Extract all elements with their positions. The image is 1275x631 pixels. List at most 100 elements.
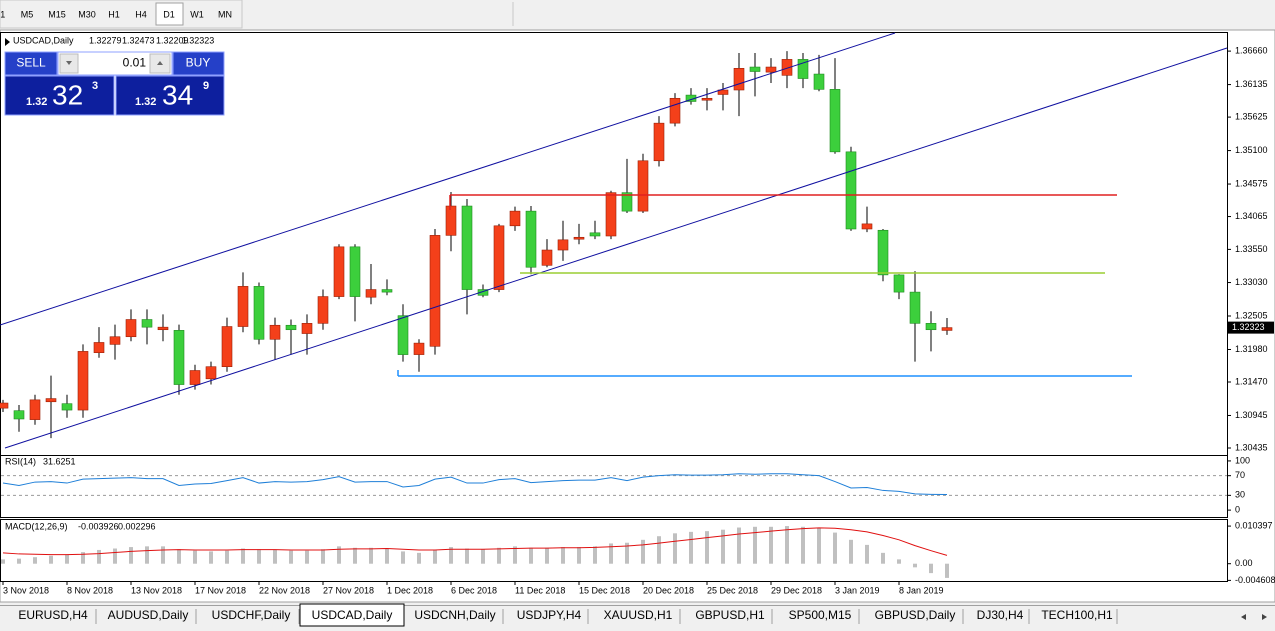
y-tick-label: 1.36135 — [1235, 79, 1268, 89]
y-tick-label: 1.36660 — [1235, 45, 1268, 55]
one-click-trading: SELL 0.01 BUY 1.32 32 3 1.32 34 9 — [4, 51, 225, 116]
macd-bar — [945, 563, 949, 578]
candle-body — [797, 59, 809, 79]
candle-body — [205, 366, 217, 380]
timeframe-button[interactable]: M1 — [0, 9, 5, 19]
tab-label[interactable]: SP500,M15 — [789, 608, 852, 622]
candle-body — [813, 73, 825, 90]
tab-label[interactable]: GBPUSD,H1 — [695, 608, 765, 622]
candle-body — [349, 246, 361, 297]
macd-panel-frame — [0, 519, 1228, 582]
candle-body — [637, 160, 649, 212]
macd-bar — [801, 526, 805, 564]
y-tick-label: 0.010397 — [1235, 520, 1273, 530]
candle-body — [45, 398, 57, 403]
bid-pip: 3 — [92, 80, 98, 92]
bid-box[interactable] — [4, 75, 115, 116]
candle-body — [701, 97, 713, 101]
candle-body — [829, 89, 841, 153]
macd-title: MACD(12,26,9) — [5, 521, 68, 531]
candle-body — [285, 324, 297, 331]
timeframe-button[interactable]: M15 — [48, 9, 66, 19]
plots: 1.36660 1.36135 1.35625 1.35100 1.34575 1.340… — [0, 45, 1275, 595]
tab-label[interactable]: EURUSD,H4 — [18, 608, 88, 622]
buy-label: BUY — [186, 56, 211, 70]
candle-body — [365, 289, 377, 298]
y-tick-label: 30 — [1235, 490, 1245, 500]
signal-current: 0.002296 — [118, 521, 156, 531]
timeframe-button[interactable]: M30 — [78, 9, 96, 19]
buy-button[interactable] — [172, 51, 225, 76]
tab-label[interactable]: DJ30,H4 — [977, 608, 1024, 622]
sell-button[interactable] — [4, 51, 58, 76]
candle-body — [589, 232, 601, 237]
candle-body — [317, 296, 329, 324]
candle-body — [221, 326, 233, 367]
y-tick-label: 100 — [1235, 455, 1250, 465]
tab-scroll-left[interactable] — [1241, 614, 1246, 620]
macd-bar — [513, 546, 517, 564]
candle-body — [189, 370, 201, 385]
tab-active[interactable] — [299, 603, 405, 627]
macd-bar — [289, 550, 293, 564]
lot-input[interactable] — [57, 51, 173, 76]
candle-body — [653, 122, 665, 162]
macd-bar — [65, 555, 69, 564]
macd-bar — [465, 548, 469, 564]
macd-bar — [97, 549, 101, 564]
macd-bar — [417, 552, 421, 564]
candle-body — [925, 323, 937, 331]
macd-bar — [689, 531, 693, 564]
tab-label[interactable]: USDCHF,Daily — [212, 608, 291, 622]
macd-bar — [257, 549, 261, 564]
tab-label[interactable]: TECH100,H1 — [1041, 608, 1113, 622]
tab-label[interactable]: USDCNH,Daily — [414, 608, 495, 622]
candle-body — [429, 235, 441, 347]
x-tick-label: 6 Dec 2018 — [451, 585, 497, 595]
timeframe-button[interactable]: H4 — [135, 9, 147, 19]
symbol-tabs: EURUSD,H4 AUDUSD,Daily USDCHF,Daily USDCAD,… — [0, 603, 1275, 631]
y-tick-label: 1.34065 — [1235, 211, 1268, 221]
rsi-line — [2, 473, 948, 496]
macd-bar — [225, 550, 229, 564]
macd-bar — [305, 550, 309, 564]
x-tick-label: 29 Dec 2018 — [771, 585, 822, 595]
macd-bar — [561, 547, 565, 564]
candle-body — [893, 274, 905, 293]
timeframe-button[interactable]: MN — [218, 9, 232, 19]
candle-body — [621, 192, 633, 212]
macd-bar — [913, 563, 917, 568]
candle-body — [125, 319, 137, 338]
tab-label[interactable]: AUDUSD,Daily — [108, 608, 189, 622]
header-close: 1.32323 — [182, 35, 215, 45]
macd-bar — [753, 526, 757, 564]
timeframe-button[interactable]: W1 — [190, 9, 204, 19]
timeframe-button[interactable]: M5 — [21, 9, 34, 19]
tab-scroll-right[interactable] — [1262, 614, 1267, 620]
x-tick-label: 13 Nov 2018 — [131, 585, 182, 595]
tab-label[interactable]: GBPUSD,Daily — [875, 608, 956, 622]
y-tick-label: 1.31470 — [1235, 376, 1268, 386]
macd-bar — [657, 536, 661, 564]
rsi-current: 31.6251 — [43, 456, 76, 466]
macd-bar — [49, 555, 53, 564]
candle-body — [941, 327, 953, 331]
ask-box[interactable] — [115, 75, 225, 116]
tab-label[interactable]: USDCAD,Daily — [312, 608, 393, 622]
x-tick-label: 3 Jan 2019 — [835, 585, 880, 595]
y-tick-label: 1.35100 — [1235, 145, 1268, 155]
macd-bar — [673, 533, 677, 564]
tab-label[interactable]: XAUUSD,H1 — [604, 608, 673, 622]
candle-body — [77, 351, 89, 411]
y-tick-label: 1.30945 — [1235, 410, 1268, 420]
header-high: 1.32473 — [122, 35, 155, 45]
chart-header: USDCAD,Daily 1.32279 1.32473 1.32209 1.3… — [5, 35, 214, 46]
x-tick-label: 22 Nov 2018 — [259, 585, 310, 595]
timeframe-button[interactable]: D1 — [163, 9, 175, 19]
x-tick-label: 8 Jan 2019 — [899, 585, 944, 595]
macd-bar — [177, 549, 181, 564]
timeframe-button[interactable]: H1 — [108, 9, 120, 19]
timeframe-active-bg — [155, 2, 184, 26]
tab-label[interactable]: USDJPY,H4 — [517, 608, 582, 622]
